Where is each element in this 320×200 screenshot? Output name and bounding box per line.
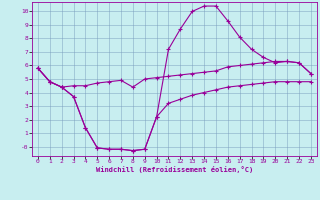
X-axis label: Windchill (Refroidissement éolien,°C): Windchill (Refroidissement éolien,°C) <box>96 166 253 173</box>
